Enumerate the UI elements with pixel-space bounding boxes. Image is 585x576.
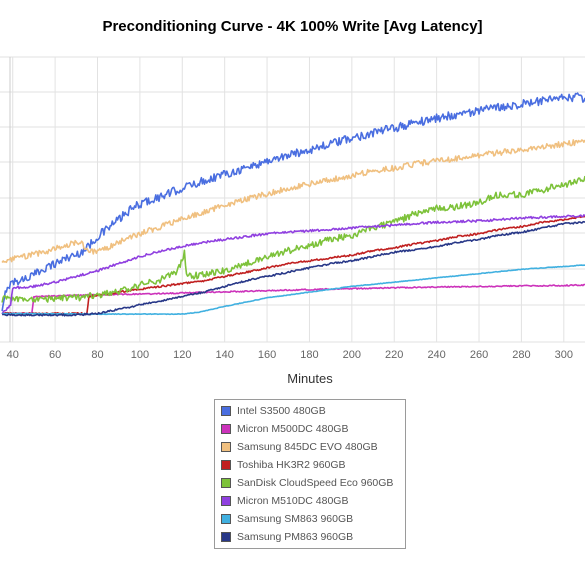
legend-item[interactable]: Toshiba HK3R2 960GB [215, 456, 405, 474]
x-tick-label: 220 [385, 349, 403, 361]
chart-title: Preconditioning Curve - 4K 100% Write [A… [102, 18, 483, 35]
x-tick-label: 60 [49, 349, 61, 361]
legend-item[interactable]: Samsung 845DC EVO 480GB [215, 438, 405, 456]
x-tick-label: 100 [131, 349, 149, 361]
x-tick-label: 260 [470, 349, 488, 361]
x-tick-label: 180 [300, 349, 318, 361]
legend-swatch [221, 442, 231, 452]
legend-item[interactable]: Intel S3500 480GB [215, 402, 405, 420]
legend-label: Micron M500DC 480GB [237, 423, 349, 435]
x-tick-labels: 40 60 80 100 120 140 160 180 200 220 240 260 280 300 [7, 349, 573, 361]
series-line [1, 175, 585, 303]
legend-label: Micron M510DC 480GB [237, 495, 349, 507]
legend-swatch [221, 460, 231, 470]
legend-swatch [221, 532, 231, 542]
x-tick-label: 200 [343, 349, 361, 361]
legend-label: Toshiba HK3R2 960GB [237, 459, 346, 471]
legend-item[interactable]: Micron M500DC 480GB [215, 420, 405, 438]
legend: Intel S3500 480GB Micron M500DC 480GB Sams… [214, 399, 406, 549]
series-line [1, 283, 585, 315]
legend-label: Samsung 845DC EVO 480GB [237, 441, 378, 453]
legend-swatch [221, 424, 231, 434]
x-tick-label: 40 [7, 349, 19, 361]
series-line [1, 139, 585, 264]
x-tick-label: 140 [215, 349, 233, 361]
legend-swatch [221, 514, 231, 524]
legend-item[interactable]: Micron M510DC 480GB [215, 492, 405, 510]
x-axis-title: Minutes [287, 371, 333, 386]
legend-swatch [221, 406, 231, 416]
legend-item[interactable]: Samsung PM863 960GB [215, 528, 405, 546]
x-tick-label: 120 [173, 349, 191, 361]
series-line [1, 214, 585, 315]
legend-swatch [221, 478, 231, 488]
legend-label: Samsung SM863 960GB [237, 513, 354, 525]
series-line [1, 92, 585, 312]
legend-label: Samsung PM863 960GB [237, 531, 354, 543]
legend-item[interactable]: Samsung SM863 960GB [215, 510, 405, 528]
grid-layer [0, 56, 585, 343]
x-tick-label: 280 [512, 349, 530, 361]
x-tick-label: 160 [258, 349, 276, 361]
series-line [2, 220, 585, 317]
x-tick-label: 240 [427, 349, 445, 361]
x-tick-label: 80 [91, 349, 103, 361]
legend-label: SanDisk CloudSpeed Eco 960GB [237, 477, 394, 489]
series-layer [1, 92, 585, 317]
series-line [2, 264, 585, 316]
x-tick-label: 300 [555, 349, 573, 361]
legend-item[interactable]: SanDisk CloudSpeed Eco 960GB [215, 474, 405, 492]
legend-label: Intel S3500 480GB [237, 405, 326, 417]
legend-swatch [221, 496, 231, 506]
